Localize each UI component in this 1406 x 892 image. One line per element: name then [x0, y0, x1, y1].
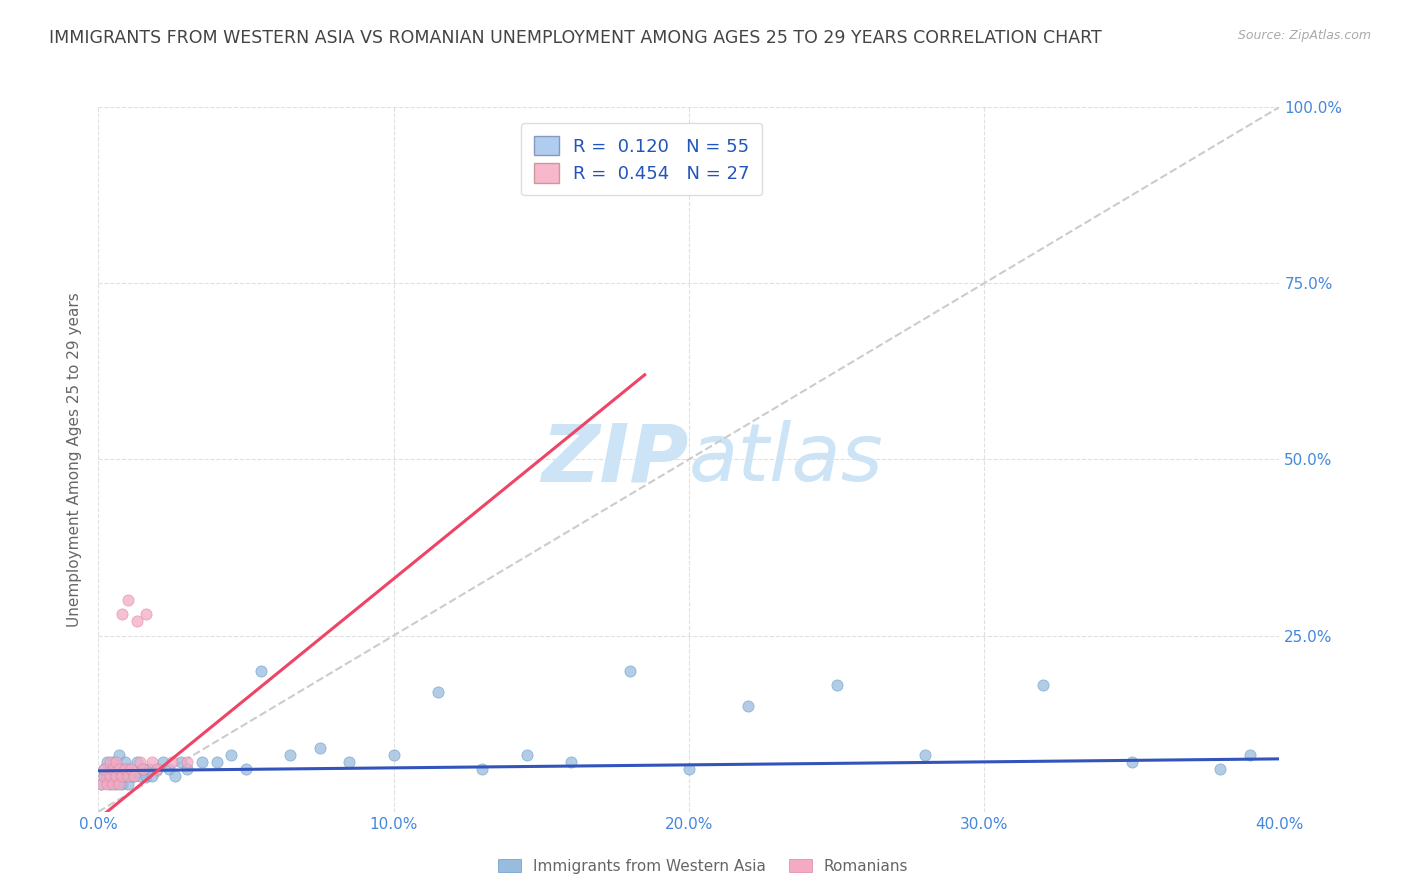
Point [111, 776, 134, 790]
Point [93, 769, 115, 784]
Point [1209, 763, 1232, 777]
Point [280, 748, 302, 763]
Point [141, 769, 163, 784]
Point [111, 607, 134, 622]
Point [125, 756, 148, 770]
Point [128, 756, 150, 770]
Point [90, 776, 112, 790]
Point [382, 748, 405, 763]
Point [146, 763, 169, 777]
Point [114, 769, 136, 784]
Point [103, 776, 125, 790]
Text: Source: ZipAtlas.com: Source: ZipAtlas.com [1237, 29, 1371, 42]
Point [103, 763, 125, 777]
Point [105, 776, 128, 790]
Point [1239, 748, 1261, 763]
Point [1121, 756, 1143, 770]
Point [560, 756, 582, 770]
Point [122, 769, 145, 784]
Point [105, 763, 128, 777]
Point [96, 776, 118, 790]
Point [93, 769, 115, 784]
Text: ZIP: ZIP [541, 420, 689, 499]
Point [152, 756, 174, 770]
Point [96, 769, 118, 784]
Point [105, 769, 128, 784]
Point [98, 756, 121, 770]
Point [103, 769, 125, 784]
Point [108, 776, 131, 790]
Point [98, 769, 121, 784]
Point [93, 763, 115, 777]
Point [138, 763, 160, 777]
Point [176, 756, 198, 770]
Point [105, 756, 128, 770]
Legend: Immigrants from Western Asia, Romanians: Immigrants from Western Asia, Romanians [492, 853, 914, 880]
Point [96, 756, 118, 770]
Point [128, 769, 150, 784]
Point [108, 769, 131, 784]
Point [157, 763, 180, 777]
Point [114, 763, 136, 777]
Point [117, 769, 139, 784]
Point [427, 685, 450, 699]
Point [117, 593, 139, 607]
Point [471, 763, 494, 777]
Point [914, 748, 936, 763]
Point [90, 776, 112, 790]
Point [309, 741, 332, 756]
Point [98, 776, 121, 790]
Y-axis label: Unemployment Among Ages 25 to 29 years: Unemployment Among Ages 25 to 29 years [67, 292, 83, 627]
Point [132, 763, 155, 777]
Point [619, 664, 641, 678]
Point [176, 763, 198, 777]
Point [132, 763, 155, 777]
Point [141, 756, 163, 770]
Point [825, 678, 848, 692]
Point [93, 763, 115, 777]
Point [1032, 678, 1054, 692]
Point [191, 756, 214, 770]
Point [250, 664, 273, 678]
Point [146, 763, 169, 777]
Point [235, 763, 257, 777]
Legend: R =  0.120   N = 55, R =  0.454   N = 27: R = 0.120 N = 55, R = 0.454 N = 27 [522, 123, 762, 195]
Point [122, 769, 145, 784]
Point [117, 776, 139, 790]
Point [170, 756, 193, 770]
Point [221, 748, 243, 763]
Point [117, 763, 139, 777]
Point [108, 748, 131, 763]
Point [135, 607, 157, 622]
Point [737, 699, 759, 714]
Text: atlas: atlas [689, 420, 884, 499]
Point [111, 769, 134, 784]
Point [103, 756, 125, 770]
Point [516, 748, 538, 763]
Point [120, 763, 142, 777]
Point [108, 763, 131, 777]
Point [339, 756, 361, 770]
Point [111, 763, 134, 777]
Point [114, 756, 136, 770]
Point [678, 763, 700, 777]
Point [165, 769, 187, 784]
Text: IMMIGRANTS FROM WESTERN ASIA VS ROMANIAN UNEMPLOYMENT AMONG AGES 25 TO 29 YEARS : IMMIGRANTS FROM WESTERN ASIA VS ROMANIAN… [49, 29, 1102, 46]
Point [205, 756, 228, 770]
Point [120, 769, 142, 784]
Point [125, 615, 148, 629]
Point [135, 769, 157, 784]
Point [162, 756, 183, 770]
Point [98, 763, 121, 777]
